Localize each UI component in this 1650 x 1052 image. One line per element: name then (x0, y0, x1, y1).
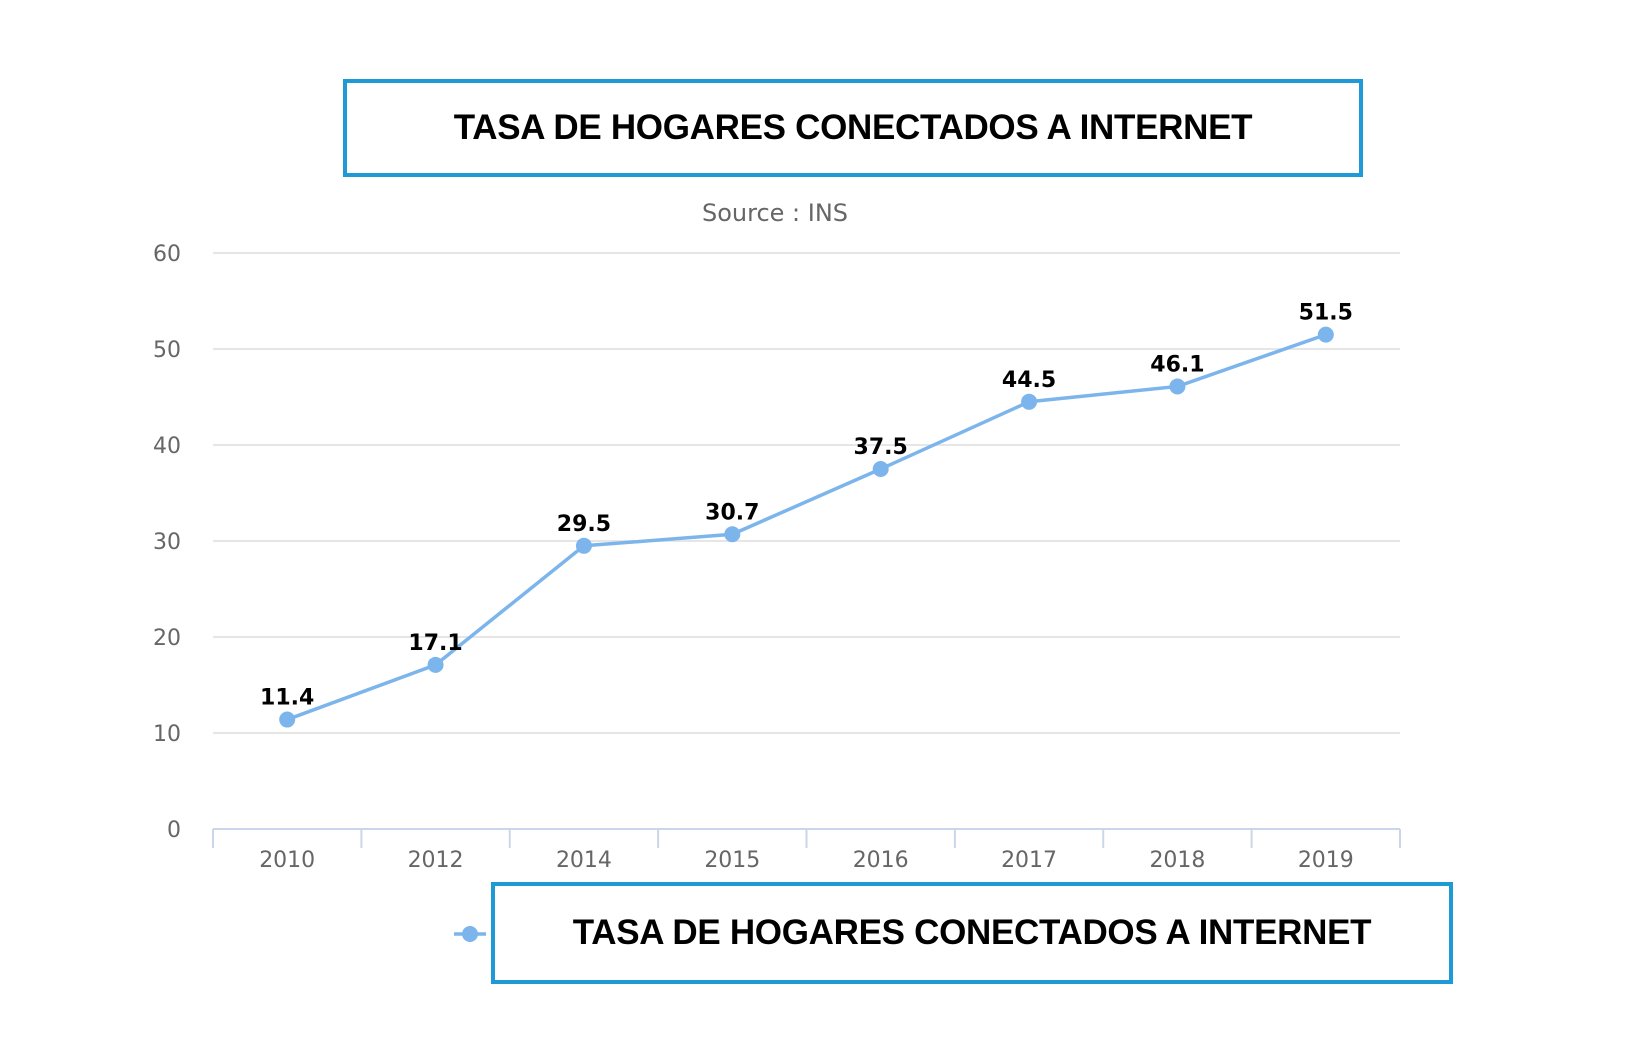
data-label: 46.1 (1150, 352, 1204, 377)
legend-label: TASA DE HOGARES CONECTADOS A INTERNET (572, 913, 1372, 952)
data-label: 44.5 (1002, 368, 1056, 393)
data-point[interactable] (1169, 378, 1186, 395)
x-tick-label: 2018 (1149, 848, 1205, 873)
legend-marker-dot (462, 926, 478, 942)
y-tick-label: 40 (153, 434, 181, 459)
data-point[interactable] (427, 656, 444, 673)
data-label: 29.5 (557, 512, 611, 537)
data-point[interactable] (1021, 393, 1038, 410)
chart-title: TASA DE HOGARES CONECTADOS A INTERNET (453, 108, 1253, 147)
y-axis-ticks: 0 10 20 30 40 50 60 (153, 242, 181, 843)
x-tick-label: 2016 (853, 848, 909, 873)
data-point[interactable] (724, 526, 741, 543)
chart-subtitle: Source : INS (702, 199, 848, 227)
x-tick-label: 2010 (259, 848, 315, 873)
data-point[interactable] (1317, 326, 1334, 343)
x-tick-label: 2012 (408, 848, 464, 873)
y-tick-label: 0 (167, 818, 181, 843)
data-point[interactable] (575, 537, 592, 554)
grid-lines (213, 252, 1400, 734)
x-tick-label: 2015 (704, 848, 760, 873)
legend-marker[interactable] (454, 926, 486, 942)
legend-item[interactable]: TASA DE HOGARES CONECTADOS A INTERNET (491, 882, 1453, 984)
data-label: 37.5 (854, 435, 908, 460)
x-tick-label: 2014 (556, 848, 612, 873)
data-label: 51.5 (1299, 301, 1353, 326)
series-line (285, 332, 1328, 722)
x-tick-label: 2017 (1001, 848, 1057, 873)
y-tick-label: 60 (153, 242, 181, 267)
data-point[interactable] (279, 711, 296, 728)
y-tick-label: 30 (153, 530, 181, 555)
data-label: 17.1 (408, 631, 462, 656)
data-label: 11.4 (260, 686, 314, 711)
x-axis: 2010 2012 2014 2015 2016 2017 2018 2019 (212, 828, 1401, 873)
y-tick-label: 10 (153, 722, 181, 747)
data-label: 30.7 (705, 500, 759, 525)
y-tick-label: 50 (153, 338, 181, 363)
y-tick-label: 20 (153, 626, 181, 651)
x-tick-label: 2019 (1298, 848, 1354, 873)
chart-title-box: TASA DE HOGARES CONECTADOS A INTERNET (343, 79, 1363, 177)
series-layer: 11.4 17.1 29.5 30.7 37.5 44.5 46.1 51.5 (260, 301, 1353, 728)
data-point[interactable] (872, 461, 889, 477)
